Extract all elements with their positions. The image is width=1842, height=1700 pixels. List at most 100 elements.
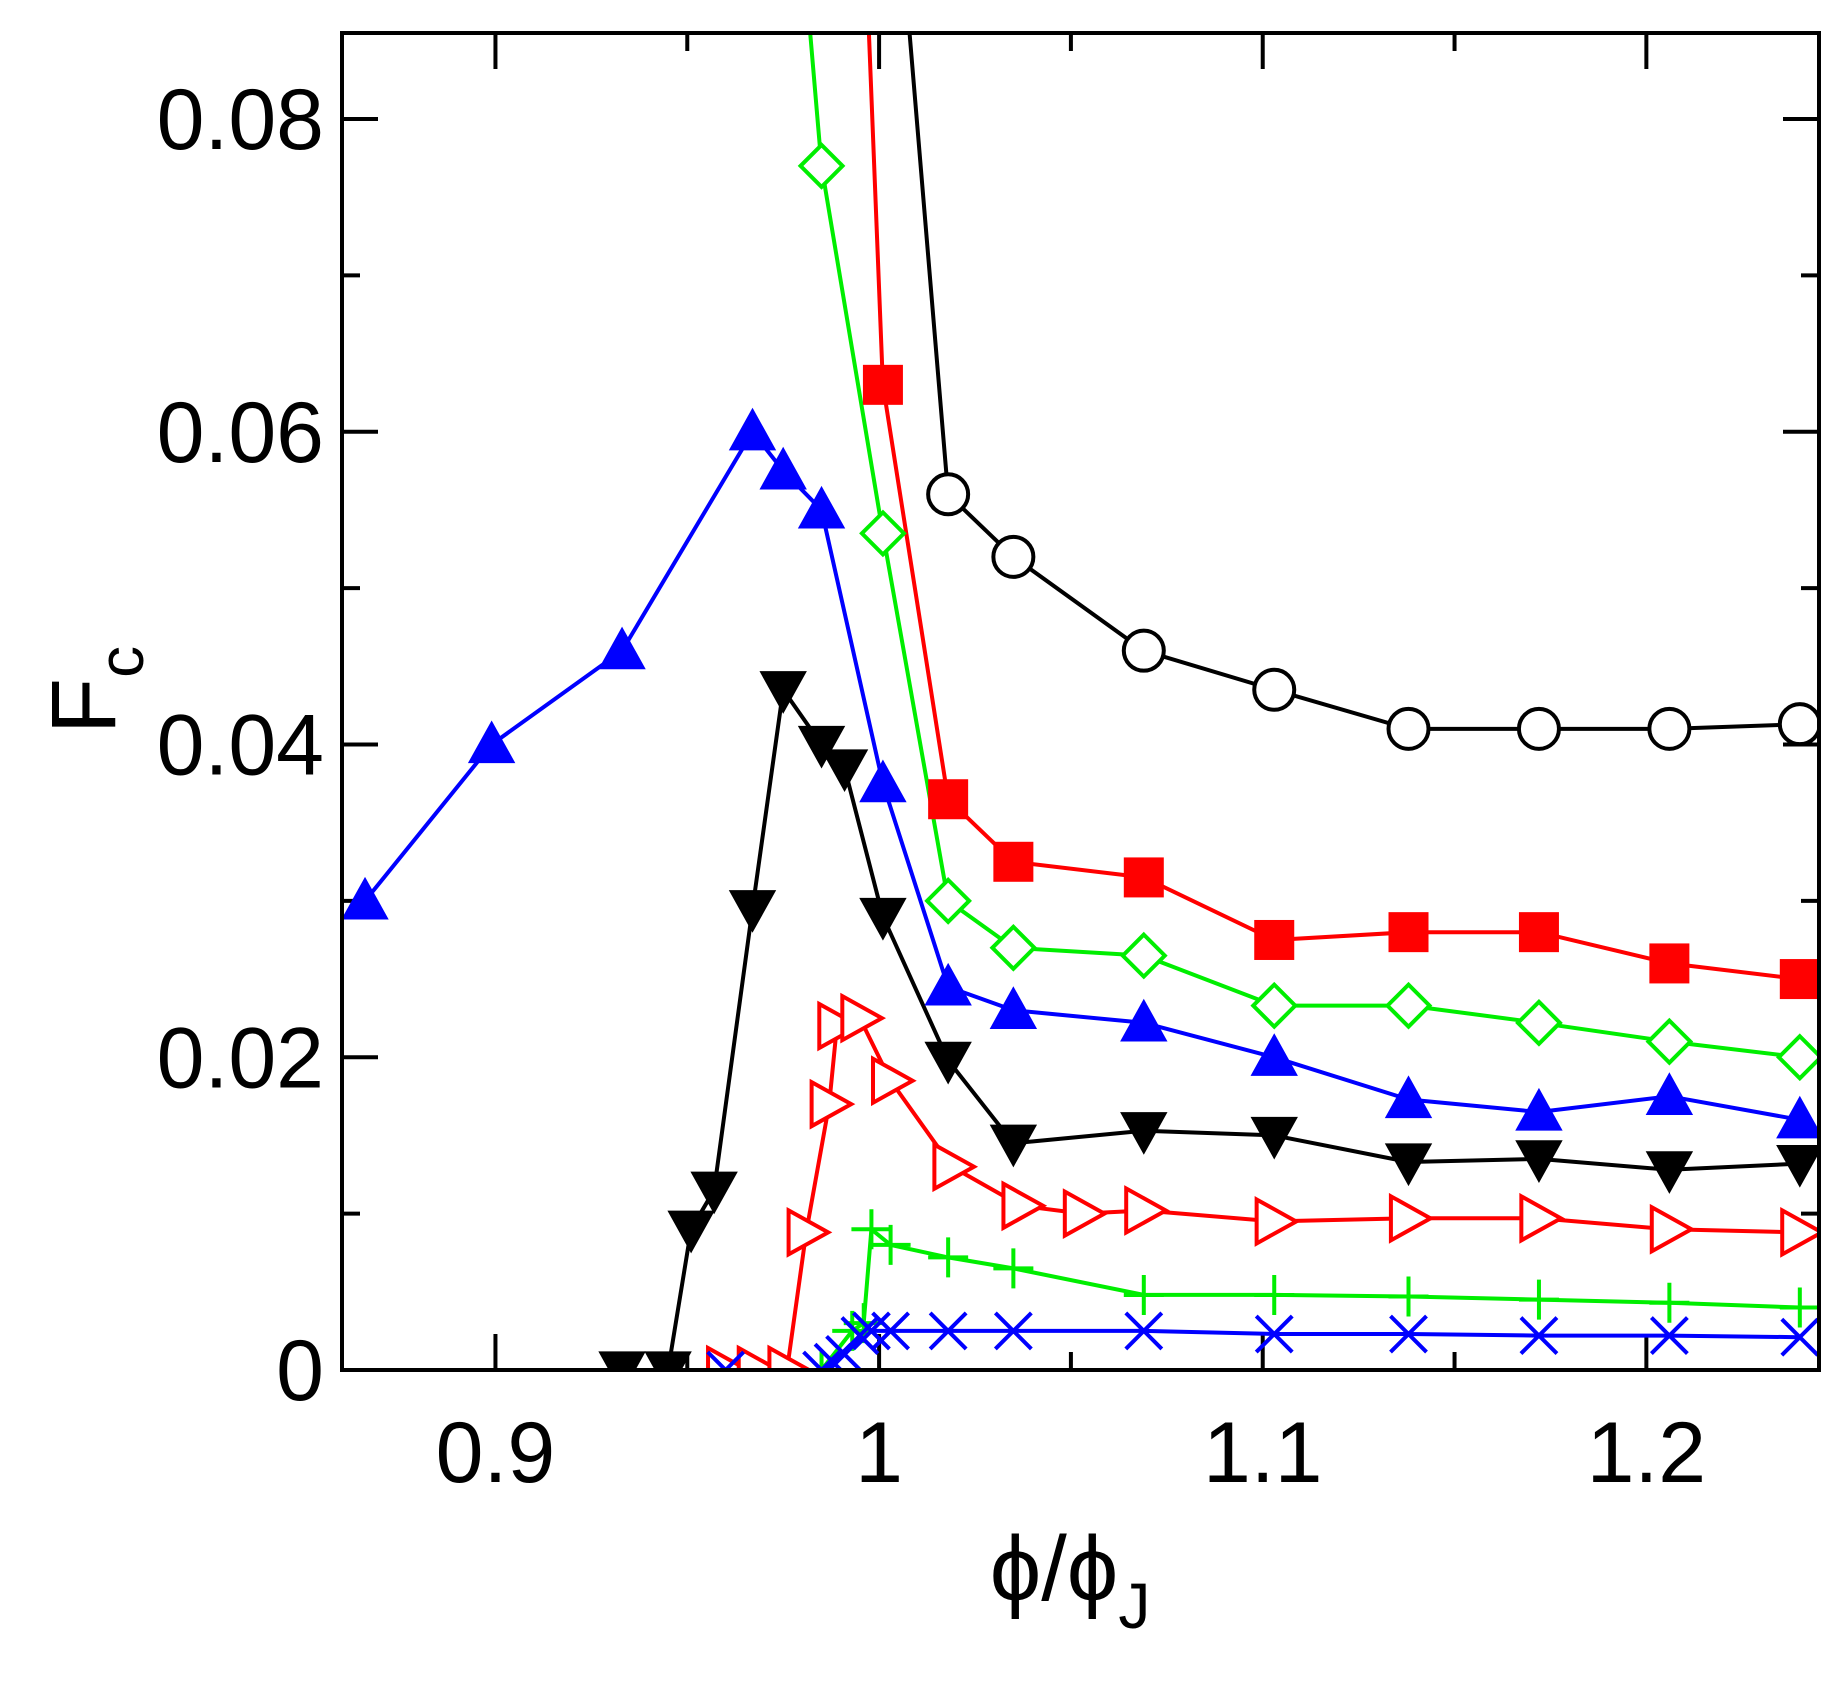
data-point-open-right-triangles-red	[1388, 1192, 1435, 1244]
data-point-cross-blue	[993, 1311, 1033, 1351]
data-point-plus-green	[1254, 1274, 1295, 1315]
data-point-filled-down-triangles-black	[1384, 1143, 1433, 1187]
data-point-filled-down-triangles-black	[1645, 1151, 1694, 1194]
data-point-cross-blue	[1649, 1316, 1689, 1356]
data-point-filled-down-triangles-black	[1120, 1112, 1168, 1155]
data-point-open-circles-black	[1777, 702, 1819, 747]
data-point-open-circles-black	[1121, 628, 1166, 673]
y-axis-title-subscript: c	[85, 646, 157, 678]
data-point-cross-blue	[871, 1311, 911, 1351]
data-point-cross-blue	[1780, 1317, 1819, 1357]
data-point-filled-squares-red	[928, 779, 969, 820]
data-point-filled-down-triangles-black	[728, 890, 777, 933]
data-point-filled-up-triangles-blue	[342, 876, 389, 920]
data-point-open-circles-black	[1386, 706, 1431, 751]
y-tick-label: 0.08	[157, 72, 324, 168]
data-point-filled-up-triangles-blue	[1120, 998, 1168, 1042]
data-point-open-right-triangles-red	[809, 1078, 856, 1130]
data-point-filled-up-triangles-blue	[859, 759, 907, 803]
data-point-filled-up-triangles-blue	[1515, 1087, 1563, 1131]
data-point-filled-down-triangles-black	[924, 1041, 972, 1085]
data-point-open-diamonds-green	[797, 142, 846, 190]
data-point-filled-squares-red	[1123, 857, 1164, 898]
x-axis-title: ϕ/ϕJ	[990, 1518, 1151, 1642]
data-point-open-right-triangles-red	[840, 992, 887, 1044]
data-point-open-right-triangles-red	[1649, 1203, 1696, 1255]
y-tick-label: 0.02	[157, 1010, 324, 1106]
data-point-filled-up-triangles-blue	[1776, 1095, 1819, 1139]
data-point-open-right-triangles-red	[1519, 1192, 1566, 1244]
data-point-open-diamonds-green	[1645, 1017, 1694, 1066]
data-point-open-right-triangles-red	[786, 1206, 833, 1258]
data-point-filled-up-triangles-blue	[598, 626, 646, 670]
data-point-open-right-triangles-red	[767, 1344, 814, 1370]
data-point-filled-squares-red	[1518, 912, 1559, 953]
data-point-plus-green	[1123, 1274, 1164, 1315]
data-point-plus-green	[1779, 1287, 1819, 1328]
data-point-open-circles-black	[926, 472, 971, 517]
data-point-plus-green	[1518, 1279, 1559, 1320]
x-tick-label: 1	[855, 1405, 903, 1501]
markers-layer	[342, 142, 1819, 1370]
data-point-filled-squares-red	[1254, 919, 1295, 960]
series-line-filled-squares-red	[866, 33, 1801, 982]
y-axis-title-main: F	[33, 678, 135, 734]
data-point-filled-up-triangles-blue	[1384, 1075, 1433, 1119]
data-point-open-right-triangles-red	[1124, 1185, 1170, 1236]
data-point-open-diamonds-green	[1119, 931, 1168, 980]
data-point-cross-blue	[1389, 1314, 1428, 1354]
data-point-filled-down-triangles-black	[797, 725, 846, 769]
data-point-filled-up-triangles-blue	[989, 986, 1038, 1029]
data-point-filled-squares-red	[1779, 959, 1819, 1000]
data-point-filled-down-triangles-black	[859, 897, 907, 941]
data-point-open-diamonds-green	[1384, 981, 1433, 1030]
data-point-cross-blue	[928, 1311, 968, 1351]
data-point-plus-green	[801, 1350, 842, 1370]
data-point-filled-up-triangles-blue	[1645, 1072, 1694, 1115]
data-point-plus-green	[928, 1237, 969, 1278]
data-point-filled-down-triangles-black	[759, 671, 807, 714]
data-point-filled-down-triangles-black	[1515, 1140, 1563, 1183]
data-point-cross-blue	[1124, 1311, 1164, 1351]
data-point-open-right-triangles-red	[932, 1141, 979, 1193]
data-point-plus-green	[851, 1209, 892, 1250]
data-point-open-right-triangles-red	[817, 1000, 864, 1052]
data-point-filled-squares-red	[1388, 912, 1429, 953]
data-point-open-right-triangles-red	[871, 1055, 917, 1107]
data-point-filled-down-triangles-black	[598, 1351, 646, 1370]
data-point-filled-down-triangles-black	[644, 1351, 692, 1370]
data-point-filled-down-triangles-black	[1250, 1116, 1298, 1160]
data-point-plus-green	[993, 1248, 1034, 1289]
data-point-filled-up-triangles-blue	[1250, 1033, 1298, 1076]
data-point-open-right-triangles-red	[1062, 1188, 1109, 1240]
x-axis-title-subscript: J	[1118, 1570, 1150, 1642]
data-point-open-right-triangles-red	[1001, 1180, 1048, 1232]
data-point-filled-up-triangles-blue	[797, 485, 846, 529]
data-point-open-diamonds-green	[1775, 1033, 1819, 1082]
y-tick-label: 0	[276, 1323, 324, 1419]
plot-frame	[340, 31, 1821, 1372]
y-tick-label: 0.04	[157, 698, 324, 794]
data-point-plus-green	[1649, 1282, 1690, 1323]
data-point-cross-blue	[802, 1350, 841, 1370]
data-point-open-circles-black	[1252, 667, 1297, 712]
y-axis-title: Fc	[33, 646, 157, 734]
data-point-filled-squares-red	[862, 364, 903, 405]
data-point-open-circles-black	[991, 534, 1036, 579]
tick-labels: 0.9 1 1.1 1.2 0 0.02 0.04 0.06 0.08	[157, 72, 1707, 1501]
data-point-open-right-triangles-red	[1780, 1206, 1819, 1258]
data-point-open-circles-black	[1647, 706, 1692, 751]
data-point-plus-green	[870, 1224, 911, 1265]
data-point-filled-down-triangles-black	[690, 1171, 738, 1215]
data-point-filled-up-triangles-blue	[728, 407, 777, 451]
data-point-cross-blue	[1519, 1316, 1559, 1356]
data-point-filled-up-triangles-blue	[759, 446, 807, 490]
data-point-open-diamonds-green	[859, 509, 907, 558]
data-point-open-diamonds-green	[989, 923, 1038, 972]
data-point-open-circles-black	[1516, 706, 1561, 751]
data-point-filled-up-triangles-blue	[467, 720, 516, 764]
x-tick-label: 1.2	[1587, 1405, 1707, 1501]
x-tick-label: 1.1	[1203, 1405, 1323, 1501]
